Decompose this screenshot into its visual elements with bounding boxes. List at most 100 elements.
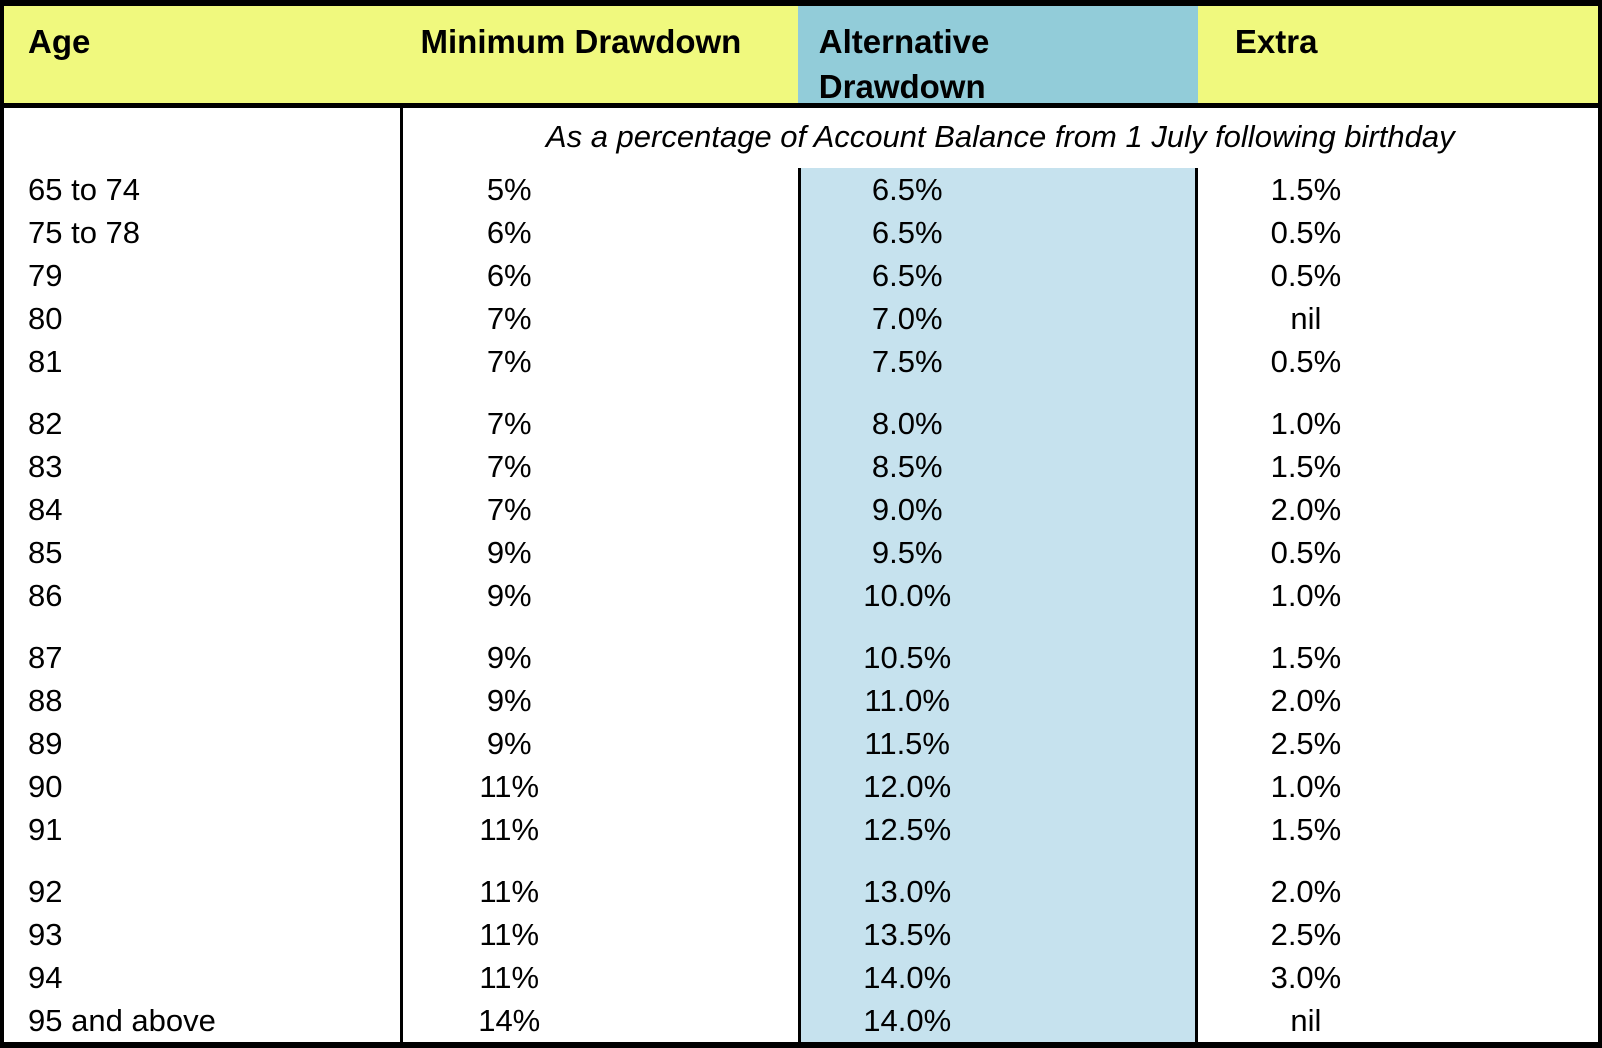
cell-value: 12.5% bbox=[863, 812, 952, 847]
alternative-drawdown-cell: 6.5% bbox=[797, 211, 1198, 254]
cell-value: 1.5% bbox=[1270, 449, 1342, 484]
gap-cell bbox=[797, 617, 1198, 636]
age-cell: 93 bbox=[4, 913, 403, 956]
cell-value: 6.5% bbox=[871, 215, 943, 250]
cell-value: 9% bbox=[486, 578, 532, 613]
extra-cell: 1.5% bbox=[1198, 636, 1598, 679]
cell-value: nil bbox=[1290, 301, 1322, 336]
cell-value: 11% bbox=[479, 874, 540, 909]
minimum-drawdown-cell: 11% bbox=[403, 765, 798, 808]
alternative-drawdown-cell: 7.0% bbox=[797, 297, 1198, 340]
extra-cell: 2.5% bbox=[1198, 913, 1598, 956]
age-cell: 87 bbox=[4, 636, 403, 679]
age-cell: 91 bbox=[4, 808, 403, 851]
gap-cell bbox=[403, 617, 798, 636]
minimum-drawdown-cell: 6% bbox=[403, 211, 798, 254]
cell-value: 6.5% bbox=[871, 172, 943, 207]
minimum-drawdown-cell: 7% bbox=[403, 445, 798, 488]
extra-cell: 0.5% bbox=[1198, 211, 1598, 254]
header-alternative-drawdown-label: Alternative Drawdown bbox=[818, 23, 990, 105]
cell-value: 7% bbox=[486, 406, 532, 441]
cell-value: 10.5% bbox=[863, 640, 952, 675]
group-gap bbox=[4, 851, 1598, 870]
table-header-row: Age Minimum Drawdown Alternative Drawdow… bbox=[4, 6, 1598, 108]
gap-cell bbox=[797, 851, 1198, 870]
table-row: 65 to 74 5% 6.5% 1.5% bbox=[4, 168, 1598, 211]
cell-value: 0.5% bbox=[1270, 344, 1342, 379]
alternative-drawdown-cell: 8.0% bbox=[797, 402, 1198, 445]
header-minimum-drawdown: Minimum Drawdown bbox=[420, 23, 742, 60]
cell-value: 1.0% bbox=[1270, 578, 1342, 613]
extra-cell: 1.0% bbox=[1198, 765, 1598, 808]
alternative-drawdown-cell: 14.0% bbox=[797, 999, 1198, 1042]
cell-value: 1.5% bbox=[1270, 812, 1342, 847]
cell-value: 7% bbox=[486, 301, 532, 336]
age-cell: 84 bbox=[4, 488, 403, 531]
cell-value: 7% bbox=[486, 449, 532, 484]
age-cell: 94 bbox=[4, 956, 403, 999]
alternative-drawdown-cell: 11.0% bbox=[797, 679, 1198, 722]
extra-cell: 2.0% bbox=[1198, 488, 1598, 531]
cell-value: 9.0% bbox=[871, 492, 943, 527]
header-extra: Extra bbox=[1234, 23, 1318, 60]
cell-value: 2.0% bbox=[1270, 683, 1342, 718]
cell-value: 7.0% bbox=[871, 301, 943, 336]
cell-value: 12.0% bbox=[863, 769, 952, 804]
age-cell: 83 bbox=[4, 445, 403, 488]
alternative-drawdown-cell: 13.5% bbox=[797, 913, 1198, 956]
extra-cell: 2.0% bbox=[1198, 870, 1598, 913]
cell-value: 11% bbox=[479, 960, 540, 995]
cell-value: 0.5% bbox=[1270, 258, 1342, 293]
cell-value: 7.5% bbox=[871, 344, 943, 379]
minimum-drawdown-cell: 11% bbox=[403, 870, 798, 913]
minimum-drawdown-cell: 9% bbox=[403, 636, 798, 679]
cell-value: 14.0% bbox=[863, 1003, 952, 1038]
table-row: 75 to 78 6% 6.5% 0.5% bbox=[4, 211, 1598, 254]
subheader-note: As a percentage of Account Balance from … bbox=[545, 119, 1455, 154]
extra-cell: nil bbox=[1198, 999, 1598, 1042]
alternative-drawdown-cell: 9.0% bbox=[797, 488, 1198, 531]
gap-cell bbox=[4, 617, 403, 636]
gap-cell bbox=[403, 851, 798, 870]
cell-value: nil bbox=[1290, 1003, 1322, 1038]
cell-value: 0.5% bbox=[1270, 215, 1342, 250]
age-cell: 65 to 74 bbox=[4, 168, 403, 211]
cell-value: 9.5% bbox=[871, 535, 943, 570]
cell-value: 2.5% bbox=[1270, 917, 1342, 952]
table-subheader-row: As a percentage of Account Balance from … bbox=[4, 108, 1598, 168]
gap-cell bbox=[1198, 383, 1598, 402]
extra-cell: 3.0% bbox=[1198, 956, 1598, 999]
cell-value: 9% bbox=[486, 535, 532, 570]
cell-value: 13.5% bbox=[863, 917, 952, 952]
extra-cell: 2.5% bbox=[1198, 722, 1598, 765]
extra-cell: 2.0% bbox=[1198, 679, 1598, 722]
extra-cell: 0.5% bbox=[1198, 254, 1598, 297]
cell-value: 13.0% bbox=[863, 874, 952, 909]
alternative-drawdown-cell: 13.0% bbox=[797, 870, 1198, 913]
alternative-drawdown-cell: 11.5% bbox=[797, 722, 1198, 765]
alternative-drawdown-cell: 7.5% bbox=[797, 340, 1198, 383]
cell-value: 2.0% bbox=[1270, 492, 1342, 527]
age-cell: 80 bbox=[4, 297, 403, 340]
group-gap bbox=[4, 617, 1598, 636]
gap-cell bbox=[797, 383, 1198, 402]
extra-cell: 1.5% bbox=[1198, 168, 1598, 211]
cell-value: 1.5% bbox=[1270, 172, 1342, 207]
minimum-drawdown-cell: 9% bbox=[403, 722, 798, 765]
age-cell: 82 bbox=[4, 402, 403, 445]
gap-cell bbox=[1198, 851, 1598, 870]
cell-value: 1.0% bbox=[1270, 769, 1342, 804]
cell-value: 7% bbox=[486, 344, 532, 379]
alternative-drawdown-cell: 12.5% bbox=[797, 808, 1198, 851]
table-row: 81 7% 7.5% 0.5% bbox=[4, 340, 1598, 383]
minimum-drawdown-cell: 11% bbox=[403, 956, 798, 999]
cell-value: 11% bbox=[479, 917, 540, 952]
alternative-drawdown-cell: 6.5% bbox=[797, 168, 1198, 211]
alternative-drawdown-cell: 9.5% bbox=[797, 531, 1198, 574]
cell-value: 2.0% bbox=[1270, 874, 1342, 909]
age-cell: 81 bbox=[4, 340, 403, 383]
extra-cell: 1.0% bbox=[1198, 574, 1598, 617]
table-row: 79 6% 6.5% 0.5% bbox=[4, 254, 1598, 297]
age-cell: 75 to 78 bbox=[4, 211, 403, 254]
age-cell: 90 bbox=[4, 765, 403, 808]
